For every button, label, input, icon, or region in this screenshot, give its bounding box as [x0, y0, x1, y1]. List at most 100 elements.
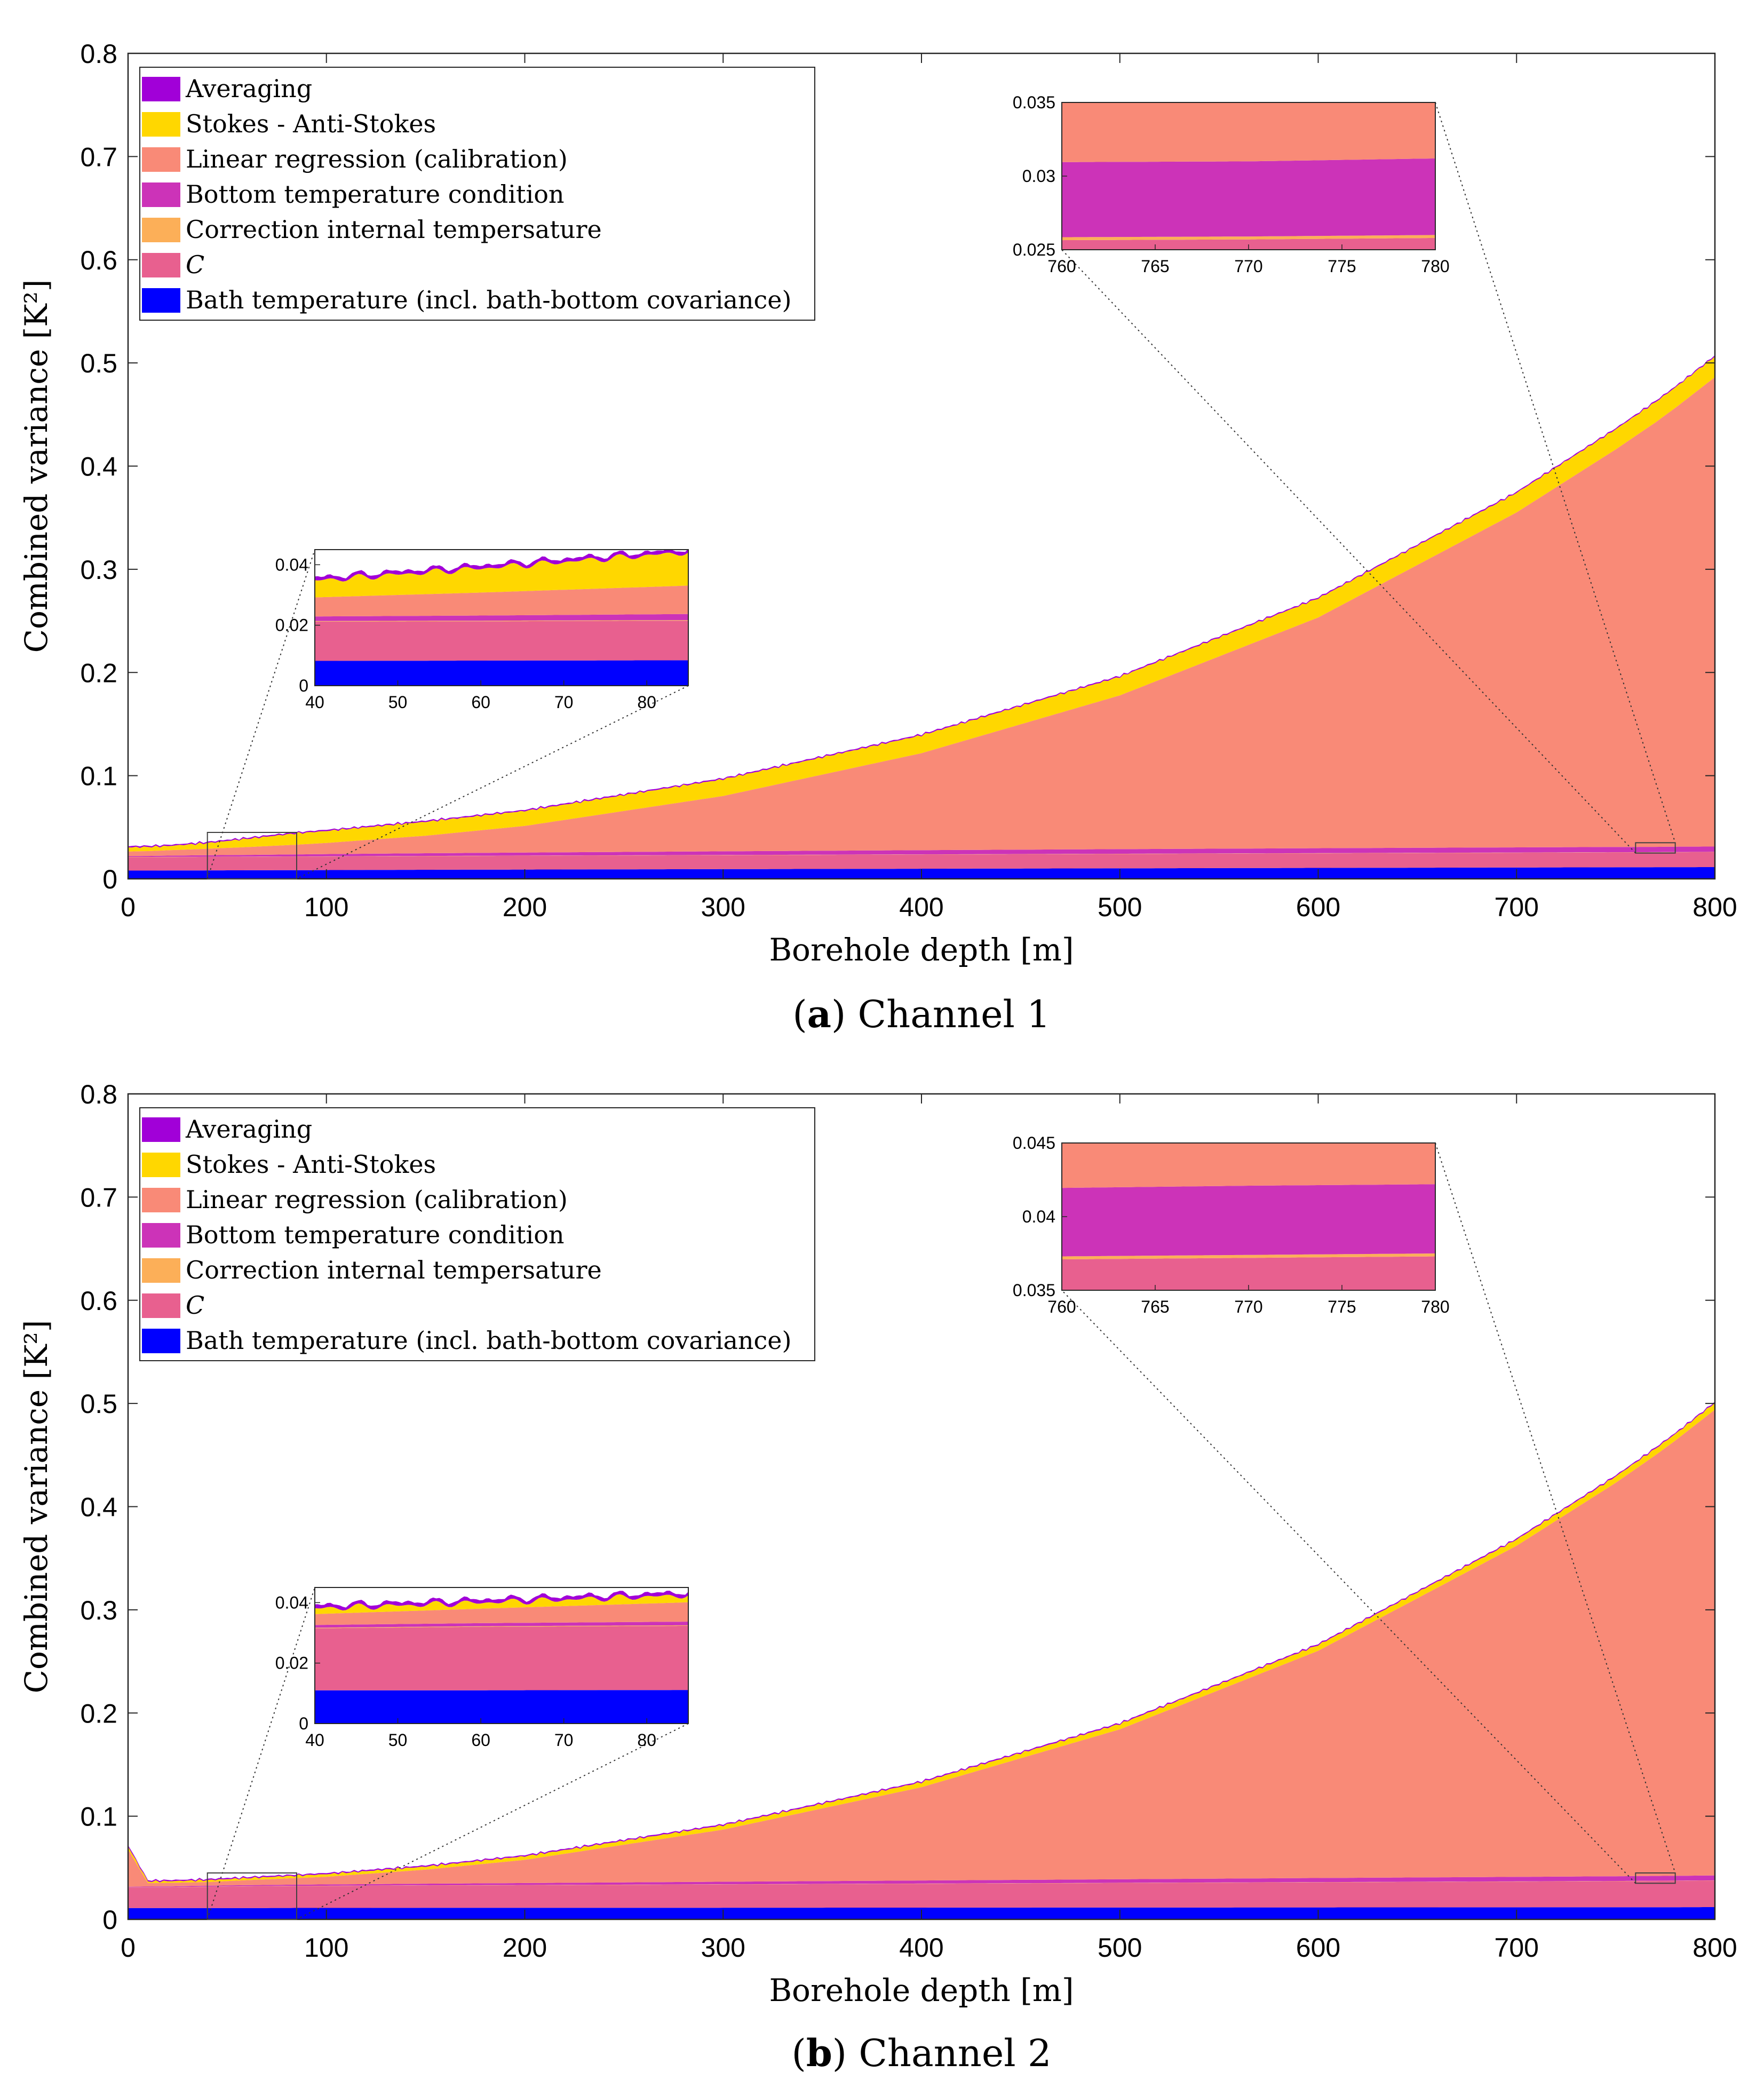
inset-area-averaging: [315, 550, 688, 582]
y-tick-label: 0.8: [80, 1079, 117, 1109]
area-correction-internal-tempersature: [128, 852, 1715, 858]
inset-area-bottom-temperature-condition: [315, 614, 688, 621]
x-tick-label: 800: [1693, 892, 1737, 922]
y-tick-label: 0.2: [80, 1698, 117, 1728]
inset-x-tick-label: 50: [388, 1730, 408, 1750]
inset-y-tick-label: 0.035: [1013, 93, 1055, 112]
y-tick-label: 0.1: [80, 761, 117, 791]
legend-label: Bottom temperature condition: [186, 180, 565, 209]
legend-swatch: [142, 218, 180, 242]
x-tick-label: 700: [1495, 892, 1539, 922]
y-tick-label: 0.8: [80, 39, 117, 69]
y-tick-label: 0.4: [80, 1492, 117, 1522]
inset-y-tick-label: 0.04: [1022, 1207, 1055, 1226]
zoom-region: [1635, 1872, 1676, 1884]
legend-swatch: [142, 112, 180, 137]
legend-swatch: [142, 1223, 180, 1248]
x-tick-label: 100: [304, 892, 348, 922]
x-tick-label: 600: [1296, 892, 1340, 922]
panel-b: 0 100 200 300 400 500 600 700 80000.10.20.30.40.…: [18, 1079, 1737, 2075]
inset-y-tick-label: 0: [299, 676, 308, 695]
legend-swatch: [142, 253, 180, 277]
inset-x-tick-label: 70: [554, 693, 574, 712]
legend-swatch: [142, 1188, 180, 1212]
inset-area-bath-temperature-incl-bath-bottom-covariance-: [315, 660, 688, 686]
y-tick-label: 0.2: [80, 658, 117, 688]
legend-swatch: [142, 182, 180, 207]
inset-area-correction-internal-tempersature: [1062, 235, 1435, 241]
inset-y-tick-label: 0: [299, 1714, 308, 1733]
inset-area-linear-regression-calibration-: [315, 1602, 688, 1625]
inset-x-tick-label: 40: [305, 693, 324, 712]
inset-area-bath-temperature-incl-bath-bottom-covariance-: [315, 1690, 688, 1724]
caption-open: (: [792, 2031, 806, 2075]
zoom-region: [1635, 842, 1676, 854]
inset-y-tick-label: 0.04: [275, 1593, 308, 1612]
legend-label: Averaging: [185, 74, 312, 103]
zoom-connector: [206, 549, 315, 879]
legend-label: Linear regression (calibration): [186, 1185, 568, 1214]
inset-y-tick-label: 0.035: [1013, 1281, 1055, 1300]
caption-letter: b: [806, 2031, 832, 2075]
inset-x-tick-label: 770: [1234, 257, 1262, 276]
panel-a: 0 100 200 300 400 500 600 700 80000.10.20.30.40.…: [18, 39, 1737, 1036]
legend-label: Bottom temperature condition: [186, 1220, 565, 1249]
zoom-connector: [1435, 1142, 1676, 1873]
x-tick-label: 500: [1098, 892, 1142, 922]
zoom-region: [206, 1872, 297, 1920]
y-tick-label: 0.7: [80, 1182, 117, 1212]
x-tick-label: 300: [701, 892, 745, 922]
x-tick-label: 0: [121, 892, 136, 922]
x-axis-label: Borehole depth [m]: [769, 932, 1074, 968]
inset-x-tick-label: 50: [388, 693, 408, 712]
area-stokes-anti-stokes: [128, 1403, 1715, 1883]
inset-area-linear-regression-calibration-: [1062, 1143, 1435, 1188]
zoom-connector: [206, 1587, 315, 1920]
x-tick-label: 300: [701, 1933, 745, 1963]
zoom-connector: [296, 685, 689, 879]
y-tick-label: 0.6: [80, 1286, 117, 1316]
inset-y-tick-label: 0.03: [1022, 166, 1055, 186]
inset-area-linear-regression-calibration-: [315, 585, 688, 617]
y-tick-label: 0.1: [80, 1802, 117, 1832]
legend-label: Stokes - Anti-Stokes: [186, 1150, 436, 1179]
legend-label: Correction internal tempersature: [186, 215, 602, 244]
caption: (a) Channel 1: [792, 992, 1050, 1036]
inset-y-tick-label: 0.04: [275, 555, 308, 574]
area-c: [128, 852, 1715, 871]
legend-label: Bath temperature (incl. bath-bottom cova…: [186, 1326, 791, 1355]
legend-label: Linear regression (calibration): [186, 145, 568, 173]
inset: 760 765 770 775 780 0.035 0.04 0.045: [1013, 1133, 1450, 1316]
inset-area-stokes-anti-stokes: [315, 552, 688, 598]
zoom-connector: [1061, 1290, 1636, 1884]
inset-area-c: [315, 1626, 688, 1690]
inset-area-stokes-anti-stokes: [315, 1594, 688, 1614]
legend-swatch: [142, 288, 180, 313]
inset-area-correction-internal-tempersature: [1062, 1253, 1435, 1259]
inset-x-tick-label: 60: [471, 1730, 490, 1750]
inset-area-correction-internal-tempersature: [315, 1625, 688, 1629]
legend-swatch: [142, 1153, 180, 1177]
y-axis-label: Combined variance [K²]: [18, 1320, 54, 1694]
y-axis-label: Combined variance [K²]: [18, 280, 54, 653]
legend-label: C: [186, 250, 204, 279]
x-tick-label: 100: [304, 1933, 348, 1963]
inset-area-averaging: [315, 1591, 688, 1610]
inset-x-tick-label: 70: [554, 1730, 574, 1750]
inset-y-tick-label: 0.045: [1013, 1133, 1055, 1153]
inset-area-bottom-temperature-condition: [1062, 1184, 1435, 1257]
inset-y-tick-label: 0.02: [275, 616, 308, 635]
x-tick-label: 600: [1296, 1933, 1340, 1963]
caption: (b) Channel 2: [792, 2031, 1052, 2075]
legend-swatch: [142, 147, 180, 172]
legend-swatch: [142, 1293, 180, 1318]
inset-x-tick-label: 80: [637, 693, 656, 712]
area-stokes-anti-stokes: [128, 356, 1715, 852]
y-tick-label: 0.7: [80, 142, 117, 172]
caption-letter: a: [807, 992, 831, 1036]
area-bottom-temperature-condition: [128, 1875, 1715, 1887]
legend-label: Bath temperature (incl. bath-bottom cova…: [186, 285, 791, 314]
legend-swatch: [142, 1329, 180, 1353]
x-tick-label: 200: [503, 1933, 547, 1963]
